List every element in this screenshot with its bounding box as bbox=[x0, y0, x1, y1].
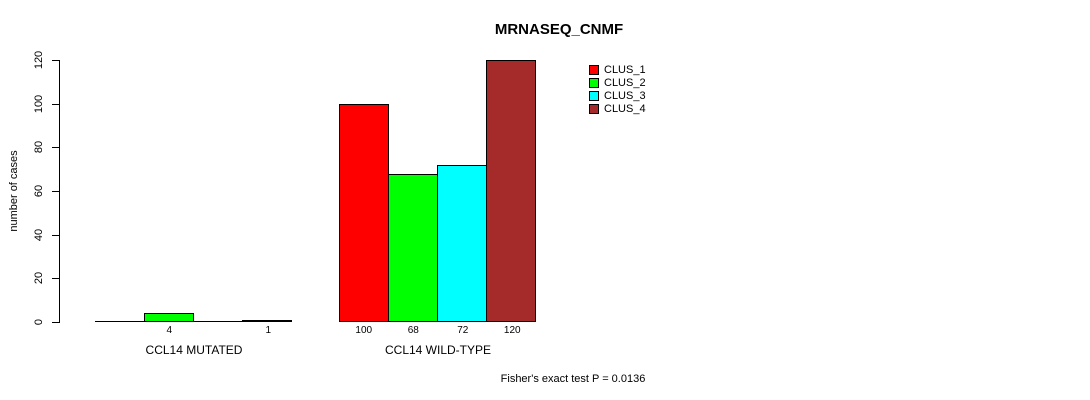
y-tick-label-0: 0 bbox=[33, 318, 45, 326]
bar-wildtype-clus4 bbox=[486, 60, 536, 322]
legend-item-clus2: CLUS_2 bbox=[589, 77, 646, 89]
bar-value-labels-mutated: 4 1 bbox=[95, 325, 293, 336]
group-label-mutated: CCL14 MUTATED bbox=[145, 343, 243, 357]
y-tick-label-120: 120 bbox=[33, 50, 45, 70]
y-tick-label-80: 80 bbox=[33, 140, 45, 154]
y-tick-label-60: 60 bbox=[33, 184, 45, 198]
legend-swatch-clus2 bbox=[589, 78, 599, 88]
legend-swatch-clus1 bbox=[589, 65, 599, 75]
bar-value-label: 68 bbox=[407, 325, 419, 336]
bar-group-wildtype bbox=[339, 60, 537, 322]
legend-swatch-clus4 bbox=[589, 104, 599, 114]
bar-value-label: 100 bbox=[355, 325, 373, 336]
chart-title: MRNASEQ_CNMF bbox=[494, 21, 624, 38]
bar-mutated-clus1 bbox=[95, 321, 145, 322]
y-tick-100 bbox=[52, 104, 59, 105]
bar-value-label: 120 bbox=[503, 325, 521, 336]
bar-wildtype-clus3 bbox=[437, 165, 487, 322]
y-tick-0 bbox=[52, 322, 59, 323]
bar-value-labels-wildtype: 100 68 72 120 bbox=[339, 325, 537, 336]
y-axis-title: number of cases bbox=[8, 150, 20, 232]
legend-item-clus1: CLUS_1 bbox=[589, 64, 646, 76]
y-tick-label-20: 20 bbox=[33, 271, 45, 285]
legend-label-clus2: CLUS_2 bbox=[604, 77, 646, 89]
bar-mutated-clus4 bbox=[242, 320, 292, 322]
legend-item-clus3: CLUS_3 bbox=[589, 90, 646, 102]
bar-value-label: 72 bbox=[457, 325, 469, 336]
bar-value-label bbox=[95, 325, 145, 336]
legend-swatch-clus3 bbox=[589, 91, 599, 101]
y-tick-20 bbox=[52, 278, 59, 279]
annotation-fisher-test: Fisher's exact test P = 0.0136 bbox=[500, 373, 646, 385]
bar-value-label bbox=[194, 325, 244, 336]
y-tick-label-100: 100 bbox=[33, 94, 45, 114]
bar-mutated-clus3 bbox=[193, 321, 243, 322]
legend-label-clus3: CLUS_3 bbox=[604, 90, 646, 102]
y-tick-60 bbox=[52, 191, 59, 192]
y-tick-40 bbox=[52, 235, 59, 236]
bar-wildtype-clus2 bbox=[388, 174, 438, 322]
legend-item-clus4: CLUS_4 bbox=[589, 103, 646, 115]
y-tick-label-40: 40 bbox=[33, 228, 45, 242]
bar-wildtype-clus1 bbox=[339, 104, 389, 322]
y-tick-120 bbox=[52, 60, 59, 61]
legend-label-clus4: CLUS_4 bbox=[604, 103, 646, 115]
legend-label-clus1: CLUS_1 bbox=[604, 64, 646, 76]
y-tick-80 bbox=[52, 147, 59, 148]
group-label-wildtype: CCL14 WILD-TYPE bbox=[384, 343, 492, 357]
bar-value-label: 4 bbox=[166, 325, 173, 336]
bar-value-label: 1 bbox=[265, 325, 272, 336]
y-axis-line bbox=[59, 60, 60, 323]
legend: CLUS_1 CLUS_2 CLUS_3 CLUS_4 bbox=[589, 65, 646, 117]
bar-group-mutated bbox=[95, 60, 293, 322]
bar-mutated-clus2 bbox=[144, 313, 194, 322]
